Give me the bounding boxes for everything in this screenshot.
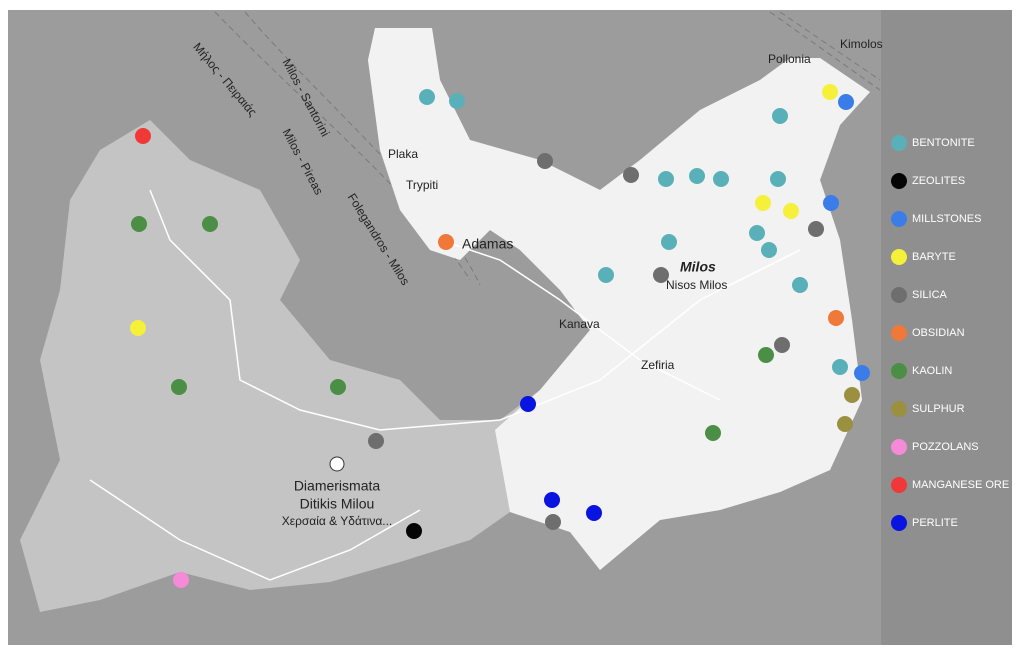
legend-swatch <box>891 363 907 379</box>
place-label: Ditikis Milou <box>300 496 375 512</box>
mineral-point <box>173 572 189 588</box>
mineral-point <box>545 514 561 530</box>
legend-swatch <box>891 173 907 189</box>
mineral-point <box>520 396 536 412</box>
mineral-point <box>749 225 765 241</box>
place-label: Kimolos <box>840 37 883 51</box>
mineral-point <box>368 433 384 449</box>
legend-swatch <box>891 515 907 531</box>
mineral-point <box>419 89 435 105</box>
mineral-point <box>792 277 808 293</box>
place-label: Zefiria <box>641 358 675 372</box>
legend-swatch <box>891 477 907 493</box>
mineral-point <box>844 387 860 403</box>
mineral-point <box>202 216 218 232</box>
place-label: Χερσαία & Υδάτινα... <box>282 514 393 528</box>
mineral-point <box>330 379 346 395</box>
mineral-point <box>537 153 553 169</box>
mineral-points <box>130 84 870 588</box>
mineral-point <box>661 234 677 250</box>
mineral-point <box>761 242 777 258</box>
mineral-point <box>822 84 838 100</box>
legend-label: OBSIDIAN <box>912 327 965 339</box>
legend-label: SULPHUR <box>912 403 965 415</box>
place-label: Pollonia <box>768 52 811 66</box>
mineral-point <box>774 337 790 353</box>
place-label: Trypiti <box>406 178 438 192</box>
legend-swatch <box>891 135 907 151</box>
place-label: Milos <box>680 259 716 275</box>
legend-label: MILLSTONES <box>912 213 982 225</box>
mineral-point <box>783 203 799 219</box>
legend-label: ZEOLITES <box>912 175 965 187</box>
mineral-point <box>598 267 614 283</box>
place-label: Kanava <box>559 317 600 331</box>
mineral-point <box>689 168 705 184</box>
place-label: Nisos Milos <box>666 278 727 292</box>
legend-label: POZZOLANS <box>912 441 979 453</box>
place-labels: Kimolos Pollonia Plaka Trypiti Adamas Mi… <box>282 37 883 528</box>
place-label: Adamas <box>462 236 513 252</box>
mineral-point <box>658 171 674 187</box>
mineral-point <box>130 320 146 336</box>
mineral-point <box>171 379 187 395</box>
mineral-point <box>808 221 824 237</box>
mineral-point <box>755 195 771 211</box>
place-label: Diamerismata <box>294 478 381 494</box>
legend-label: BENTONITE <box>912 137 975 149</box>
mineral-point <box>135 128 151 144</box>
mineral-point <box>705 425 721 441</box>
mineral-point <box>823 195 839 211</box>
mineral-point <box>623 167 639 183</box>
mineral-point <box>586 505 602 521</box>
legend-swatch <box>891 439 907 455</box>
roads <box>89 189 801 581</box>
place-label: Plaka <box>388 147 418 161</box>
legend-swatch <box>891 287 907 303</box>
legend-swatch <box>891 211 907 227</box>
mineral-point <box>438 234 454 250</box>
legend-label: KAOLIN <box>912 365 952 377</box>
legend-label: MANGANESE ORE <box>912 479 1009 491</box>
mineral-point <box>544 492 560 508</box>
legend-label: PERLITE <box>912 517 958 529</box>
mineral-point <box>770 171 786 187</box>
mineral-point <box>838 94 854 110</box>
legend-swatch <box>891 249 907 265</box>
legend: BENTONITE ZEOLITES MILLSTONES BARYTE SILICA O… <box>891 135 1009 531</box>
mineral-point <box>131 216 147 232</box>
island-east <box>368 28 870 570</box>
place-icon <box>329 456 345 472</box>
mineral-point <box>837 416 853 432</box>
legend-swatch <box>891 401 907 417</box>
legend-label: SILICA <box>912 289 948 301</box>
mineral-point <box>449 93 465 109</box>
mineral-point <box>854 365 870 381</box>
mineral-point <box>772 108 788 124</box>
mineral-point <box>713 171 729 187</box>
mineral-point <box>828 310 844 326</box>
legend-swatch <box>891 325 907 341</box>
mineral-point <box>758 347 774 363</box>
legend-label: BARYTE <box>912 251 956 263</box>
mineral-point <box>653 267 669 283</box>
mineral-point <box>406 523 422 539</box>
mineral-point <box>832 359 848 375</box>
